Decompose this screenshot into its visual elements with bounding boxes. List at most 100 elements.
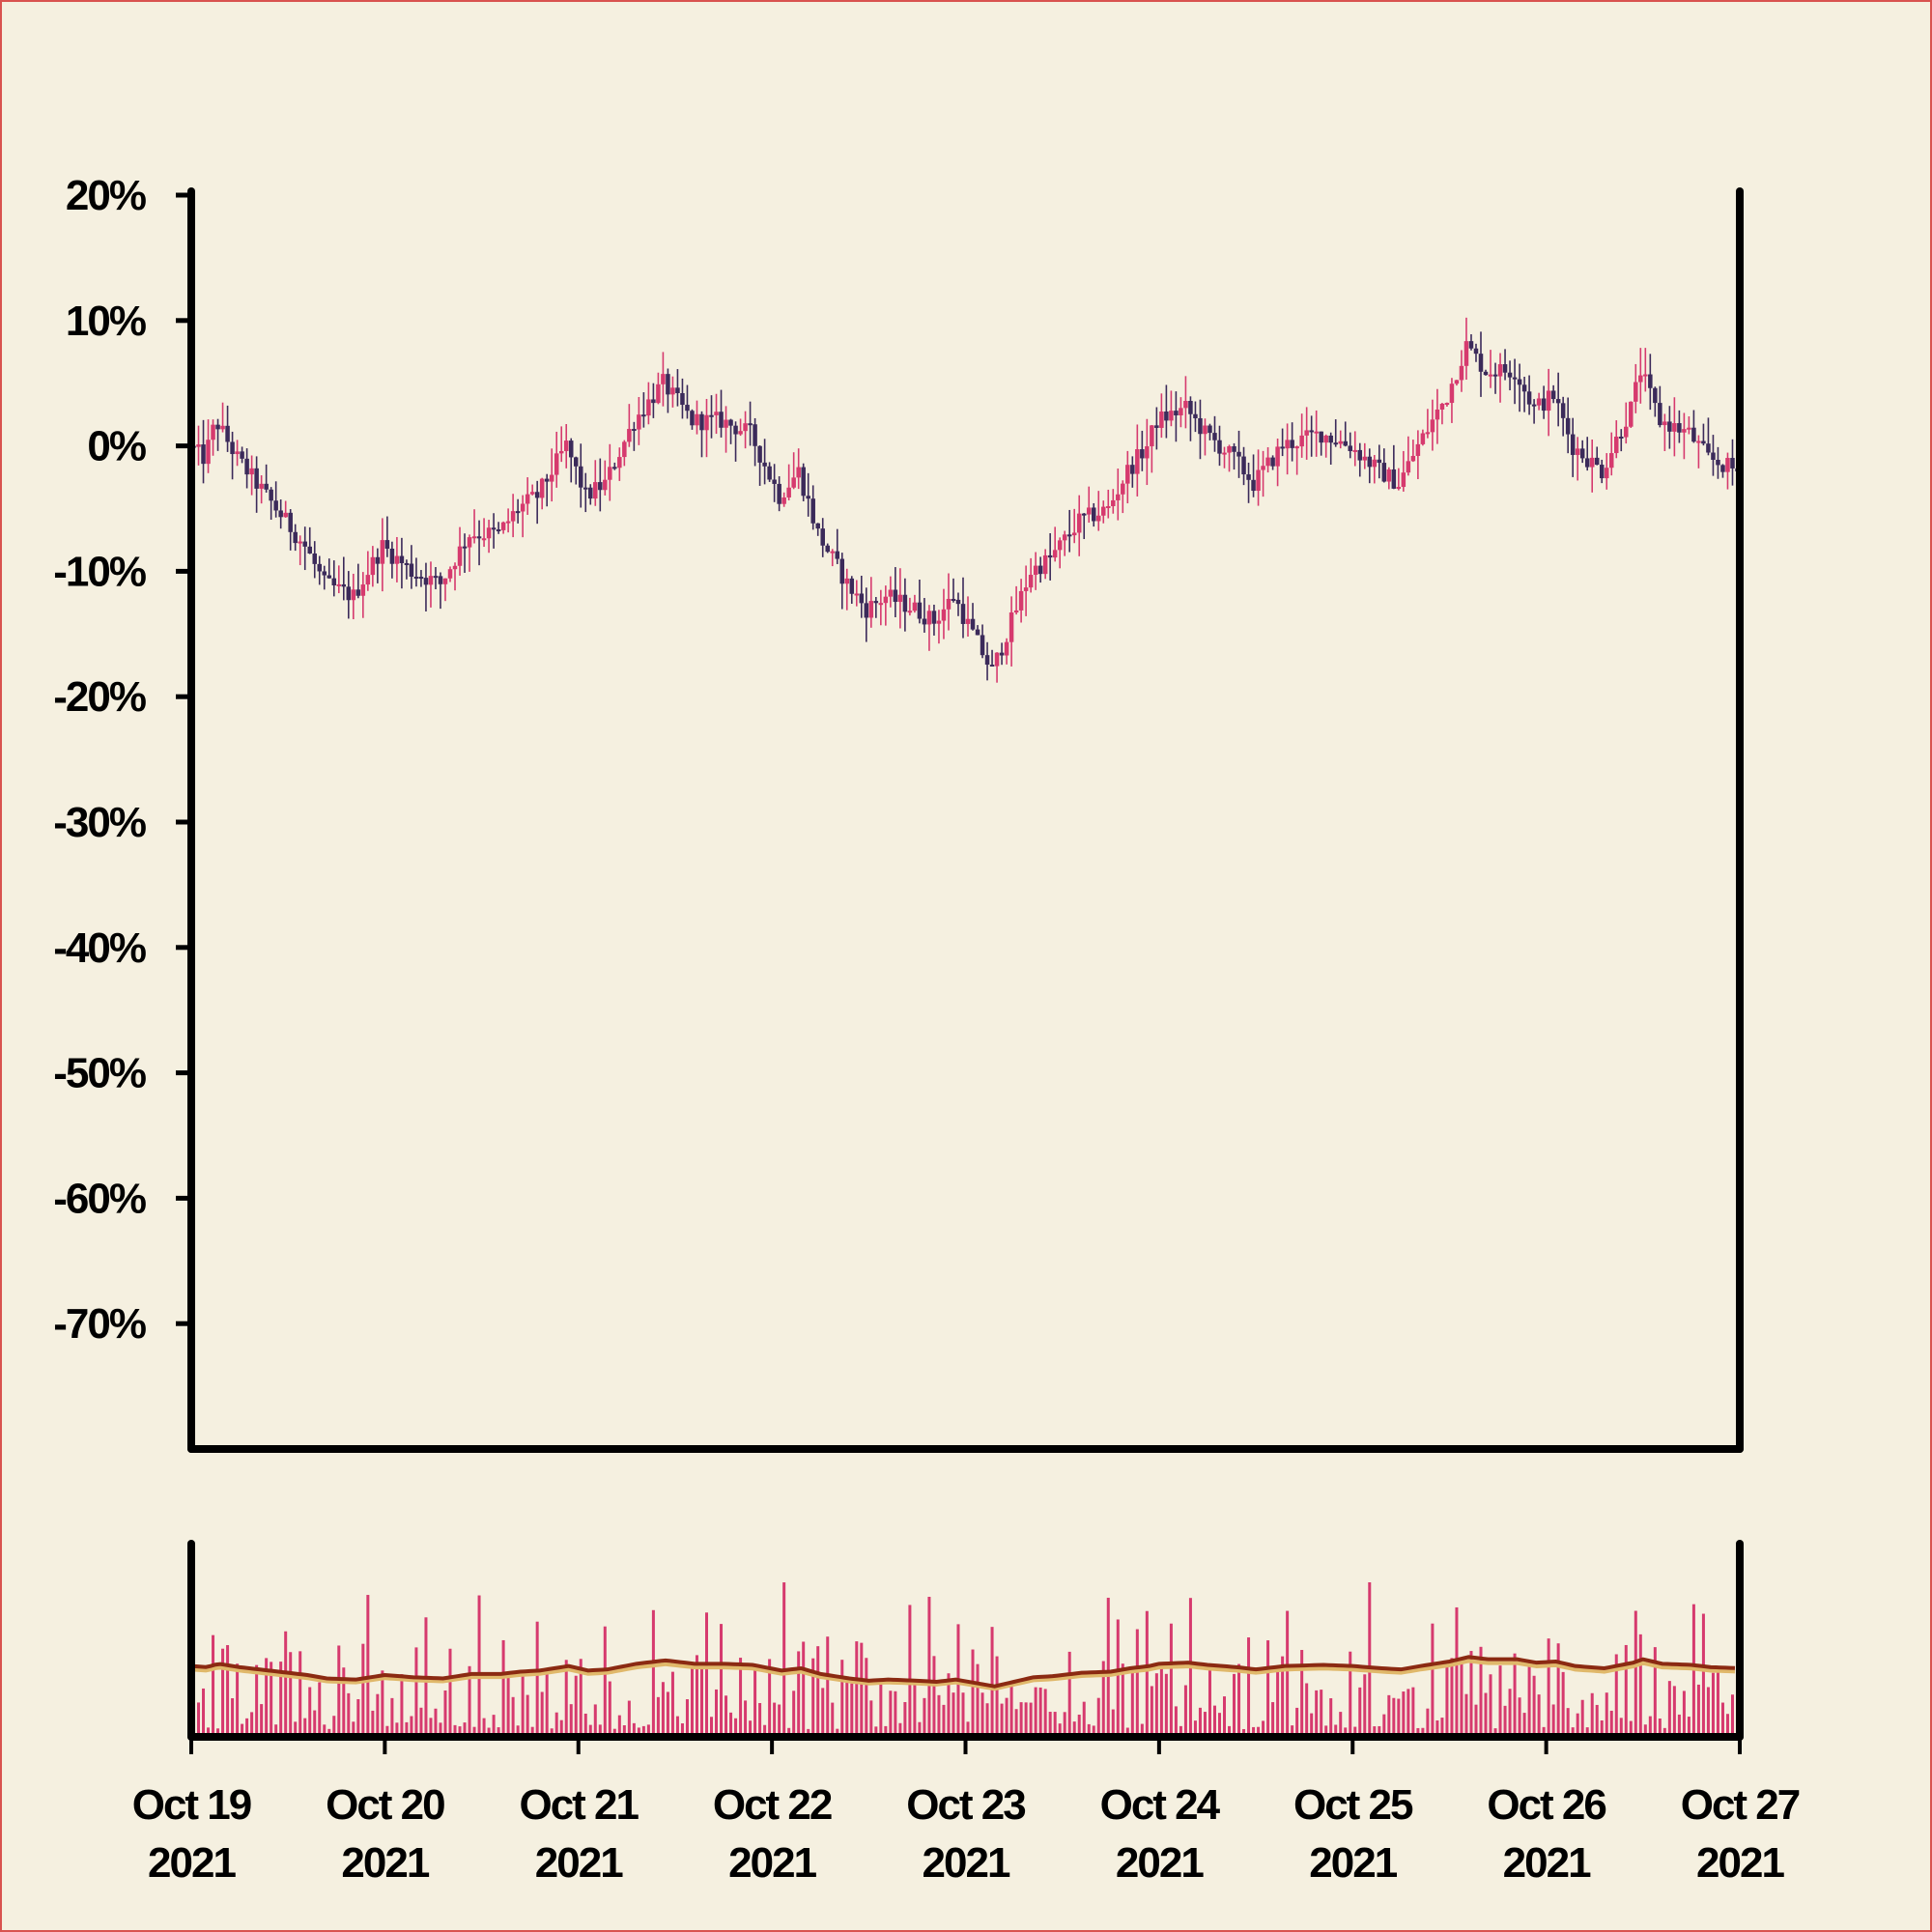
- volume-bar: [898, 1722, 902, 1737]
- y-tick-label: -30%: [53, 799, 146, 846]
- candle-body: [1381, 463, 1387, 482]
- candle-body: [912, 602, 918, 611]
- candle-body: [1386, 469, 1392, 482]
- volume-bar: [850, 1683, 854, 1737]
- volume-bar: [1339, 1712, 1343, 1737]
- volume-bar: [468, 1665, 471, 1737]
- candle-body: [467, 537, 472, 548]
- volume-bar: [1455, 1606, 1459, 1737]
- candle-body: [670, 387, 675, 395]
- candle-body: [1309, 430, 1314, 433]
- candle-body: [1454, 380, 1460, 384]
- volume-bar: [617, 1715, 621, 1737]
- candle-body: [389, 548, 395, 564]
- volume-bar: [516, 1725, 520, 1737]
- candle-body: [728, 419, 733, 426]
- volume-bar: [826, 1636, 830, 1737]
- x-tick-label-year: 2021: [1696, 1839, 1784, 1887]
- candle-body: [1546, 390, 1551, 412]
- volume-bar: [1101, 1661, 1105, 1737]
- y-tick-label: -40%: [53, 924, 146, 972]
- candle-body: [370, 556, 376, 576]
- volume-bar: [1638, 1634, 1642, 1737]
- volume-bar: [1344, 1727, 1348, 1737]
- volume-bar: [390, 1697, 394, 1737]
- candle-body: [724, 419, 728, 428]
- volume-bar: [656, 1696, 660, 1737]
- candle-body: [1135, 449, 1140, 474]
- candle-body: [1604, 468, 1609, 479]
- candle-body: [685, 405, 690, 412]
- volume-bar: [1135, 1629, 1139, 1737]
- candle-body: [627, 429, 632, 442]
- volume-bar: [1038, 1687, 1042, 1737]
- candle-body: [336, 583, 342, 586]
- candle-body: [917, 602, 923, 619]
- volume-bar: [865, 1658, 868, 1737]
- candle-body: [738, 431, 743, 435]
- volume-bar: [1711, 1672, 1715, 1737]
- candle-body: [835, 551, 840, 559]
- volume-bar: [202, 1688, 206, 1737]
- volume-bar: [1024, 1702, 1028, 1737]
- volume-bar: [1121, 1663, 1124, 1737]
- candle-body: [994, 652, 1000, 667]
- volume-bar: [1063, 1712, 1066, 1737]
- volume-bar: [381, 1670, 384, 1737]
- volume-bar: [1072, 1721, 1076, 1737]
- volume-bar: [1556, 1643, 1560, 1737]
- candle-body: [598, 482, 603, 491]
- candle-body: [815, 523, 820, 529]
- candle-body: [1468, 341, 1474, 349]
- volume-bar: [463, 1722, 467, 1737]
- volume-bar: [1193, 1720, 1197, 1737]
- candle-body: [1033, 565, 1038, 576]
- candle-body: [293, 531, 298, 544]
- candle-body: [331, 578, 337, 585]
- candle-body: [1667, 421, 1672, 432]
- volume-bar: [874, 1726, 878, 1737]
- candle-body: [854, 593, 860, 596]
- candle-body: [617, 457, 622, 469]
- volume-bar: [1460, 1661, 1463, 1737]
- candle-body: [1319, 431, 1323, 443]
- candle-body: [830, 551, 835, 554]
- candle-body: [1159, 412, 1164, 428]
- candle-body: [563, 440, 569, 451]
- candle-body: [753, 424, 757, 446]
- volume-bar: [1358, 1687, 1362, 1737]
- candle-body: [1140, 449, 1145, 459]
- candle-body: [1526, 391, 1532, 405]
- candle-body: [1111, 499, 1116, 506]
- candle-body: [278, 510, 283, 518]
- candle-body: [1004, 641, 1009, 656]
- candle-body: [1217, 440, 1222, 454]
- volume-bar: [458, 1726, 462, 1737]
- candle-body: [1066, 534, 1072, 537]
- candle-body: [1658, 403, 1662, 426]
- candle-body: [438, 576, 443, 584]
- volume-bar: [1262, 1720, 1265, 1737]
- candle-body: [941, 609, 947, 621]
- volume-bar: [1034, 1687, 1037, 1737]
- candle-body: [796, 467, 801, 478]
- volume-bar: [1169, 1623, 1173, 1737]
- volume-bar: [583, 1713, 587, 1737]
- candle-body: [1473, 348, 1479, 355]
- volume-bar: [1571, 1727, 1575, 1737]
- candle-body: [603, 479, 608, 491]
- volume-bar: [768, 1659, 772, 1737]
- volume-bar: [1203, 1712, 1207, 1737]
- volume-bar: [1014, 1709, 1018, 1737]
- volume-bar: [1082, 1701, 1086, 1737]
- x-tick-label-date: Oct 23: [906, 1781, 1025, 1829]
- volume-bar: [903, 1701, 907, 1737]
- volume-bar: [1547, 1638, 1550, 1737]
- candle-body: [922, 618, 927, 625]
- volume-bar: [1402, 1691, 1406, 1737]
- volume-bar: [1271, 1702, 1275, 1737]
- candle-body: [1052, 550, 1058, 558]
- volume-bar: [1150, 1686, 1153, 1737]
- volume-bar: [550, 1728, 554, 1737]
